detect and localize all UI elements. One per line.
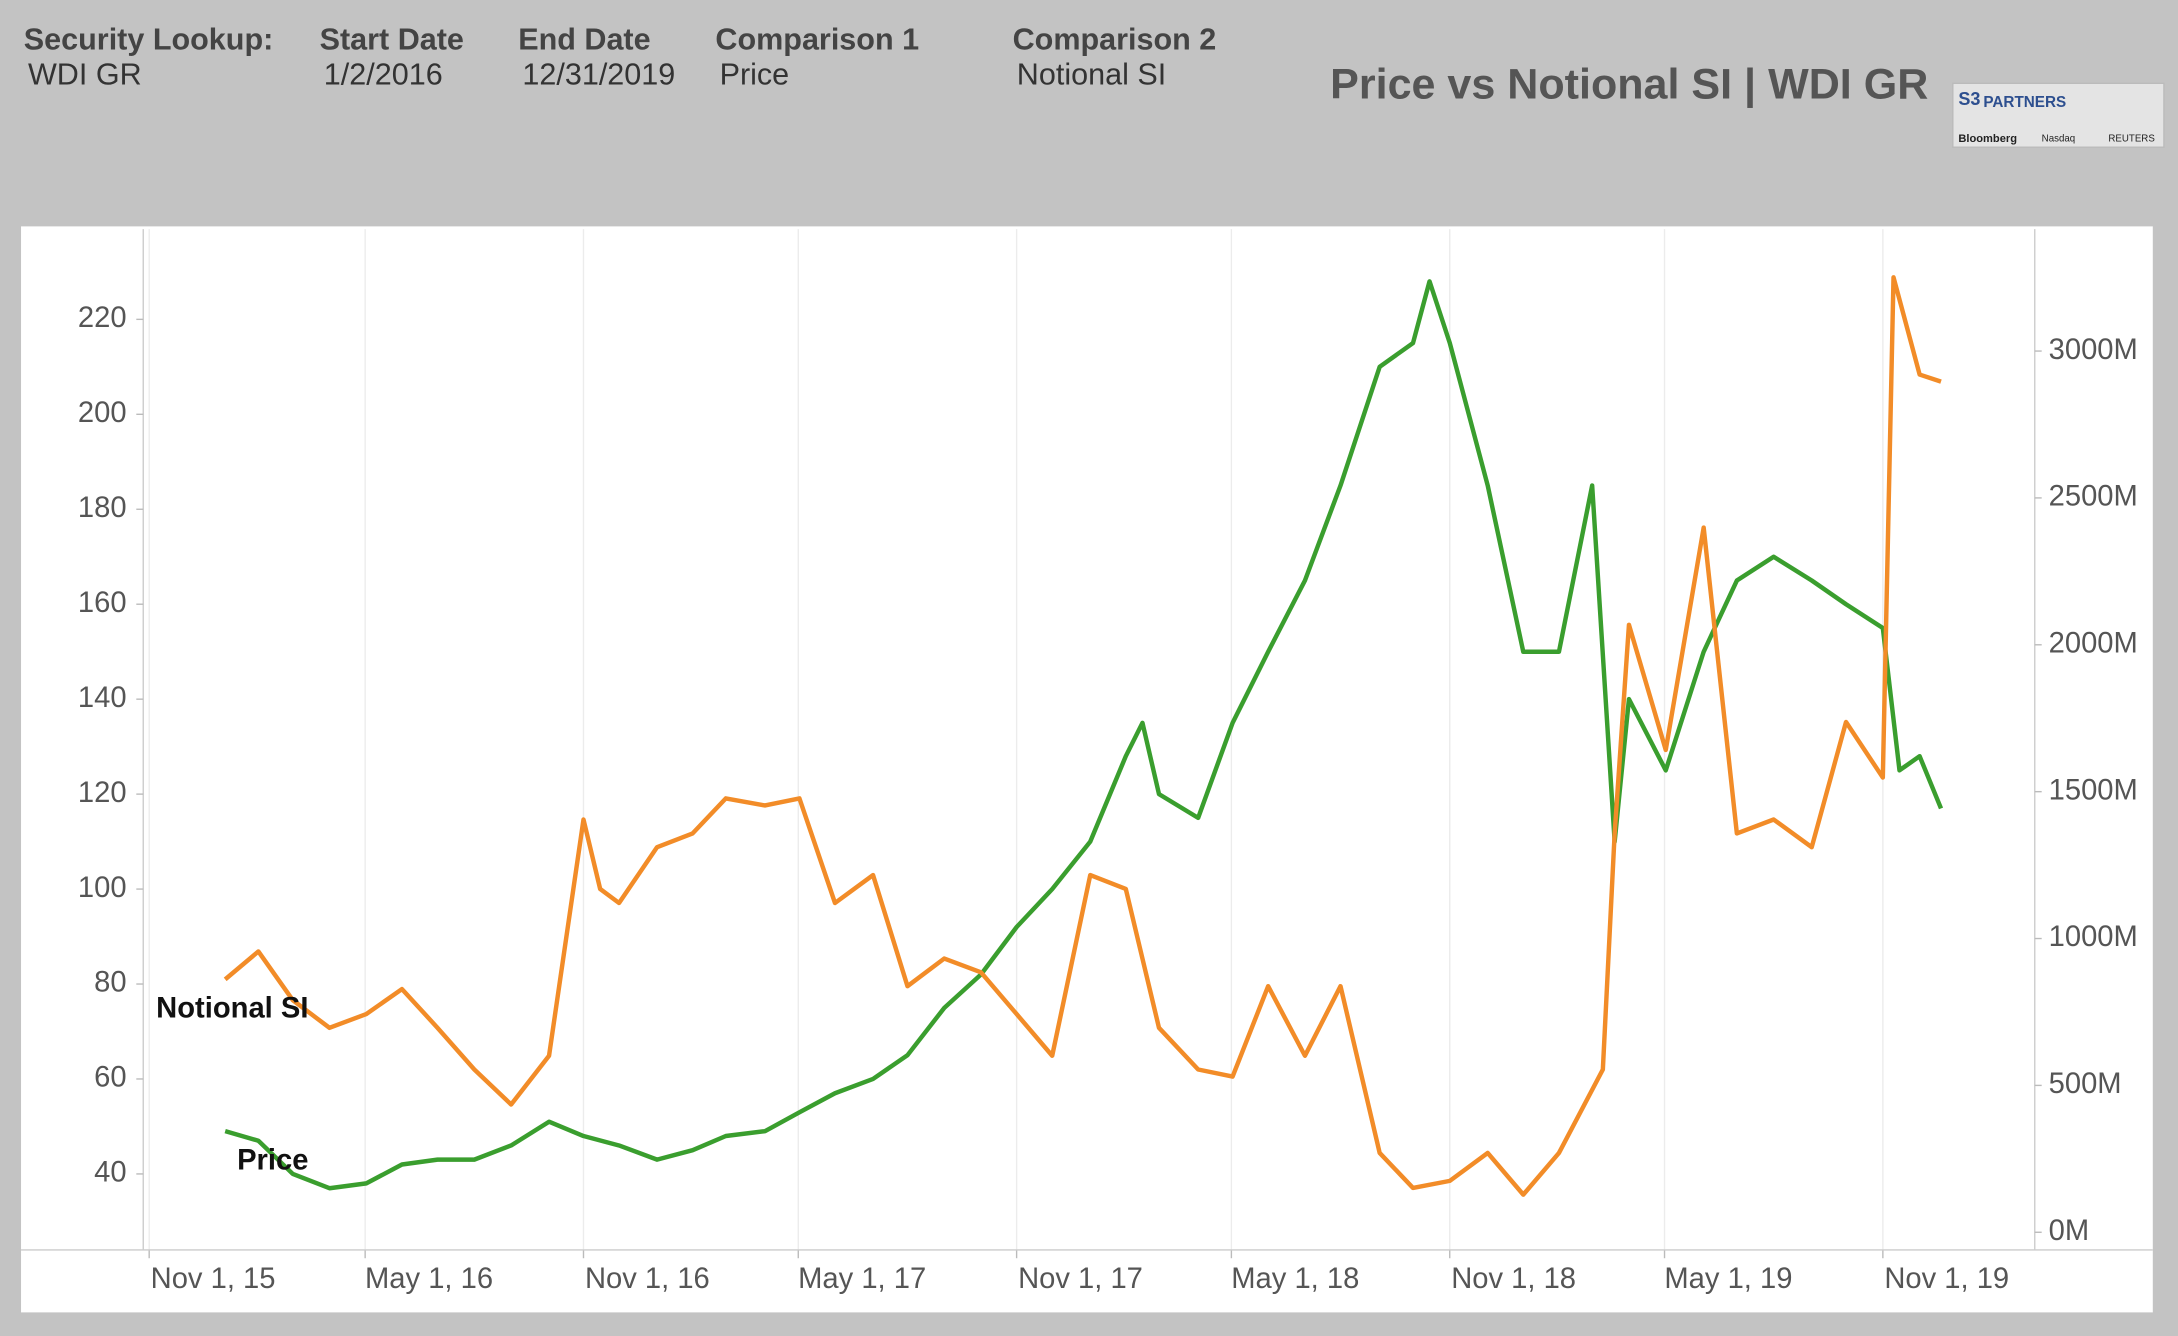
field-value: Notional SI <box>1017 57 1166 91</box>
x-tick-label: May 1, 18 <box>1231 1263 1359 1295</box>
y-tick-label: 180 <box>78 492 127 524</box>
logo-source: REUTERS <box>2108 133 2155 144</box>
x-tick-label: Nov 1, 17 <box>1018 1263 1143 1295</box>
logo-source: Nasdaq <box>2042 133 2076 144</box>
logo-source: Bloomberg <box>1958 133 2017 145</box>
y2-tick-label: 0M <box>2049 1215 2090 1247</box>
y-tick-label: 40 <box>94 1157 126 1189</box>
x-tick-label: Nov 1, 15 <box>151 1263 276 1295</box>
y-tick-label: 80 <box>94 967 126 999</box>
y2-tick-label: 3000M <box>2049 334 2138 366</box>
field-value: WDI GR <box>28 57 142 91</box>
y2-tick-label: 500M <box>2049 1068 2122 1100</box>
field-value: 12/31/2019 <box>522 57 675 91</box>
y2-tick-label: 1500M <box>2049 774 2138 806</box>
x-tick-label: May 1, 17 <box>798 1263 926 1295</box>
series-line <box>223 275 1942 1197</box>
y-tick-label: 140 <box>78 682 127 714</box>
logo-box <box>1952 82 2165 148</box>
y-tick-label: 160 <box>78 587 127 619</box>
field-value: 1/2/2016 <box>324 57 443 91</box>
y2-tick-label: 2000M <box>2049 627 2138 659</box>
field-label: End Date <box>518 23 650 57</box>
x-tick-label: Nov 1, 16 <box>585 1263 710 1295</box>
logo-name: PARTNERS <box>1983 94 2066 111</box>
y-tick-label: 60 <box>94 1062 126 1094</box>
series-line <box>224 279 1944 1191</box>
plot-panel <box>21 226 2153 1313</box>
series-label: Notional SI <box>156 993 308 1025</box>
y-tick-label: 100 <box>78 872 127 904</box>
y-tick-label: 220 <box>78 302 127 334</box>
chart-title: Price vs Notional SI | WDI GR <box>1330 59 1929 109</box>
y2-tick-label: 1000M <box>2049 921 2138 953</box>
x-tick-label: May 1, 16 <box>365 1263 493 1295</box>
y-tick-label: 200 <box>78 397 127 429</box>
x-tick-label: Nov 1, 18 <box>1451 1263 1576 1295</box>
y2-tick-label: 2500M <box>2049 481 2138 513</box>
y-tick-label: 120 <box>78 777 127 809</box>
field-label: Comparison 2 <box>1013 23 1217 57</box>
field-label: Start Date <box>320 23 464 57</box>
field-label: Security Lookup: <box>24 23 274 57</box>
x-tick-label: Nov 1, 19 <box>1884 1263 2009 1295</box>
series-label: Price <box>237 1144 308 1176</box>
title-box: Price vs Notional SI | WDI GR <box>1330 59 1929 109</box>
x-tick-label: May 1, 19 <box>1664 1263 1792 1295</box>
logo: S3 PARTNERS Bloomberg Nasdaq REUTERS <box>1952 82 2165 148</box>
logo-mark: S3 <box>1958 89 1980 109</box>
field-label: Comparison 1 <box>715 23 919 57</box>
field-value: Price <box>720 57 790 91</box>
